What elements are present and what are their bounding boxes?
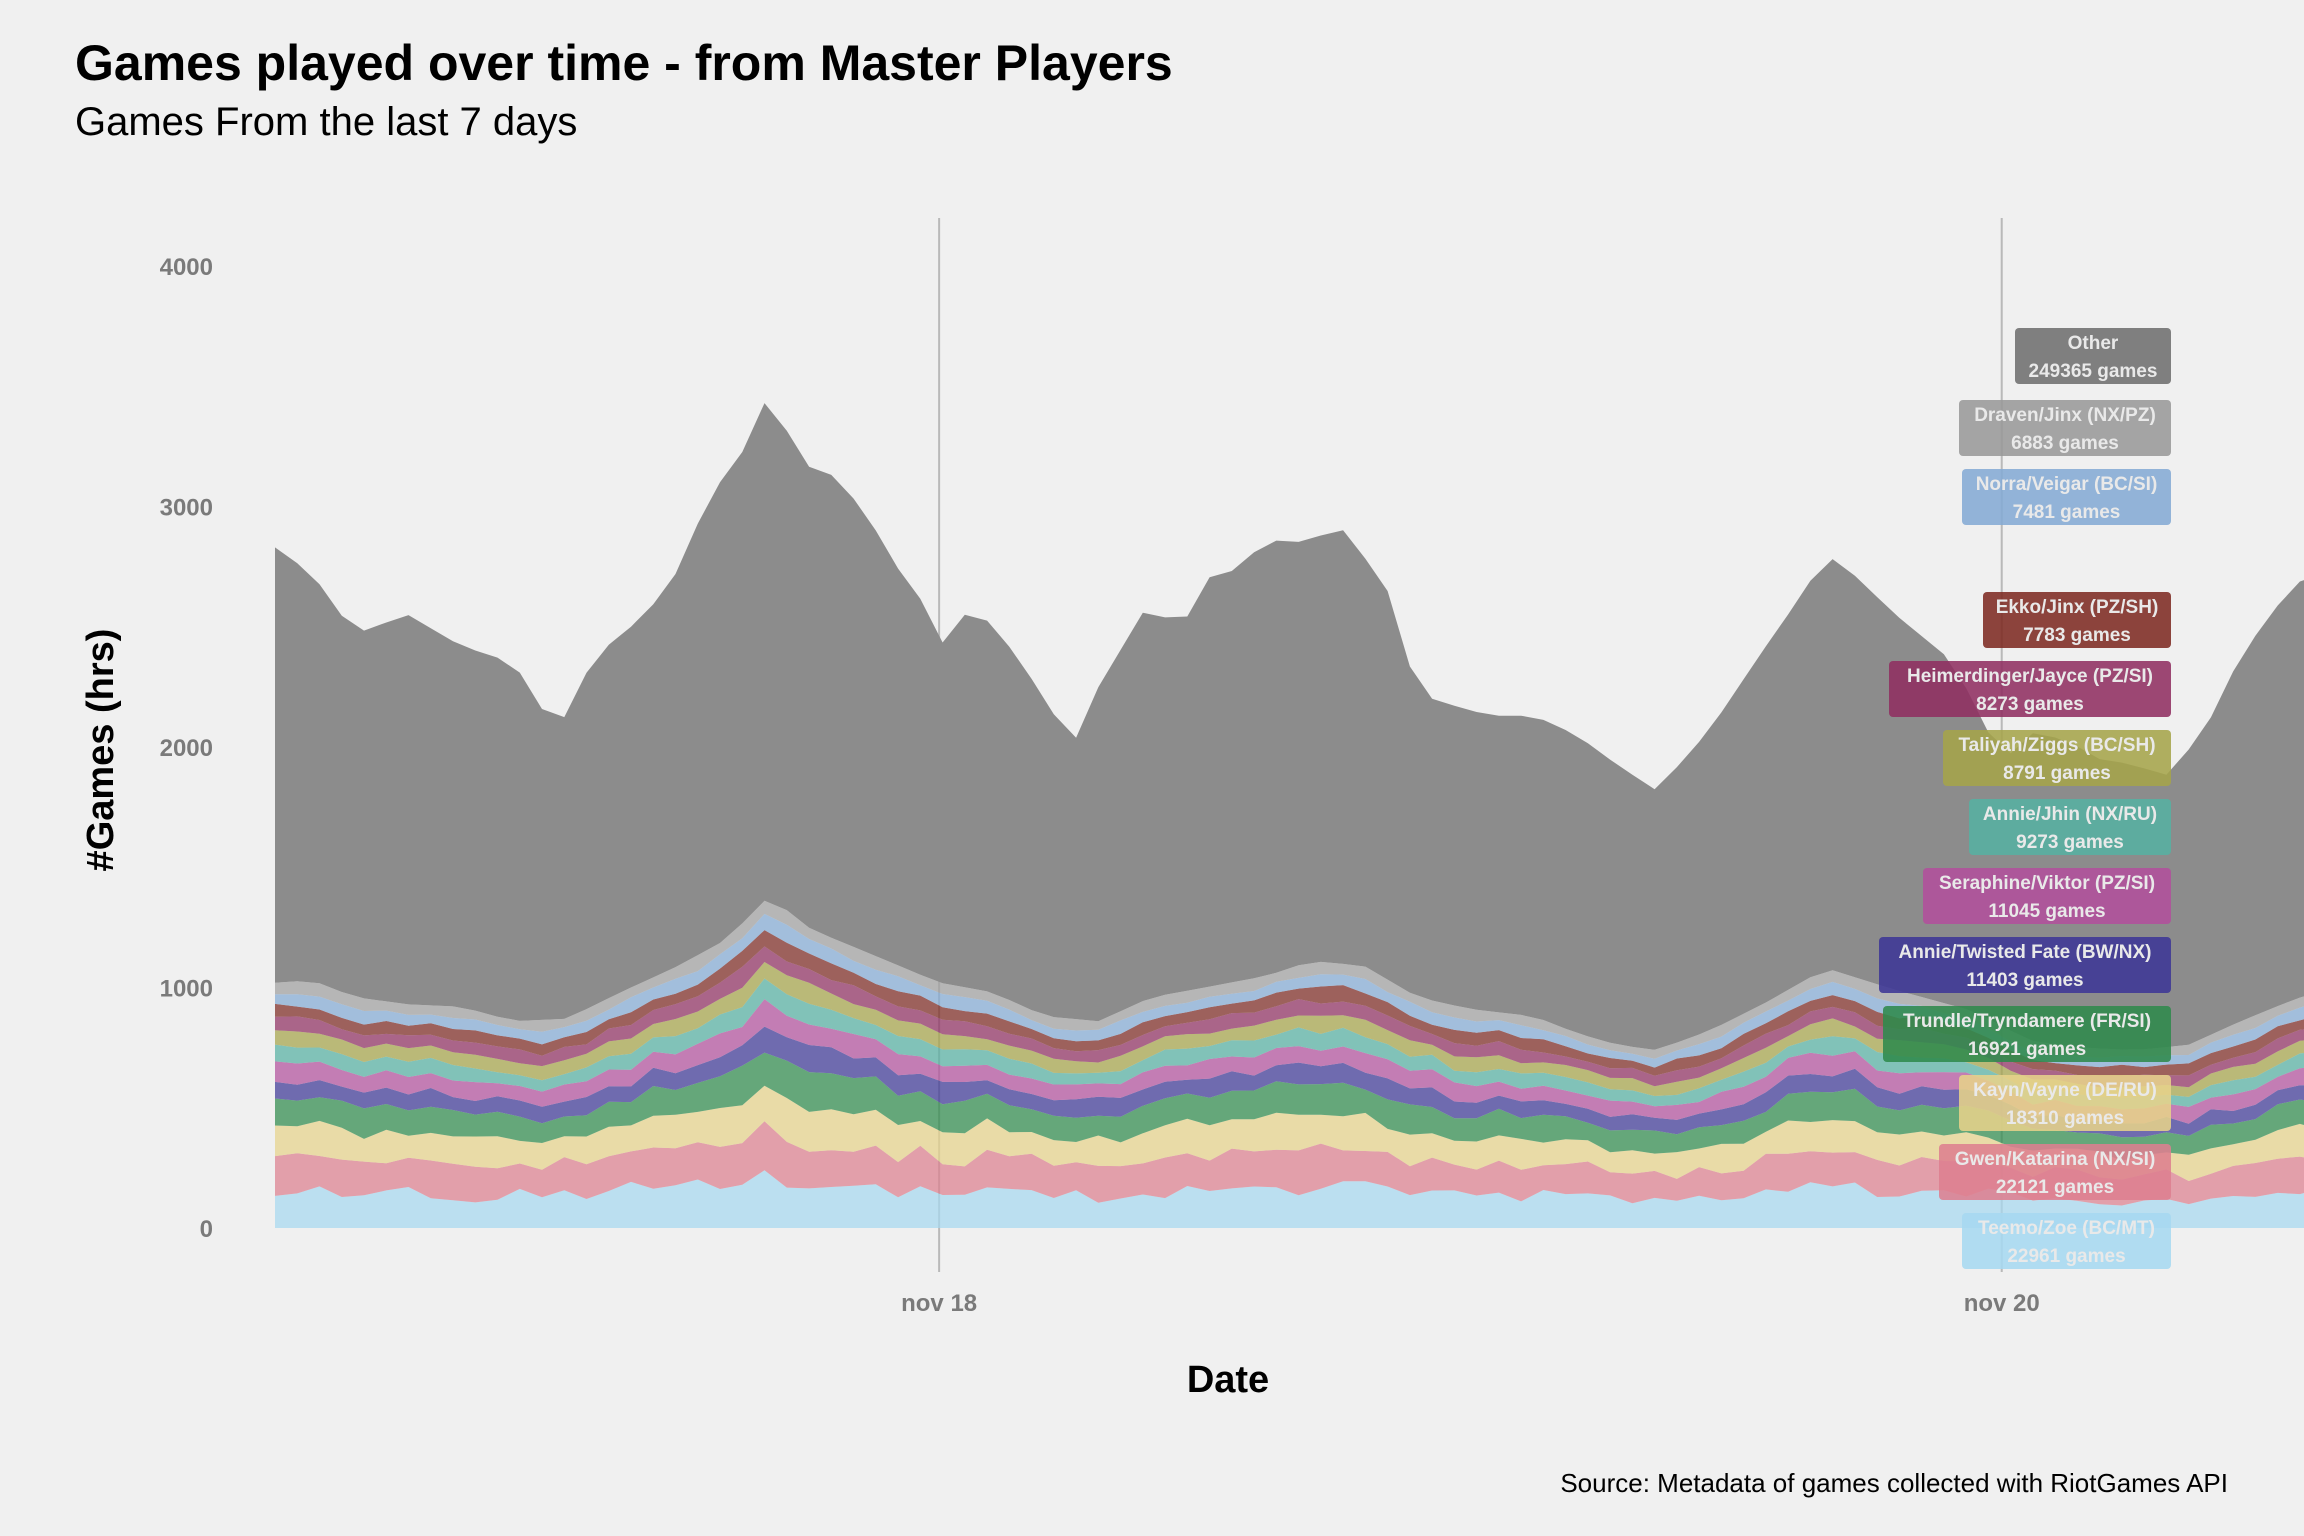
series-label-11: Gwen/Katarina (NX/SI) 22121 games bbox=[1939, 1144, 2171, 1200]
x-tick-label-0: nov 18 bbox=[901, 1290, 977, 1317]
series-label-box bbox=[1983, 592, 2171, 648]
series-label-count: 22961 games bbox=[2007, 1246, 2125, 1267]
series-label-box bbox=[1939, 1144, 2171, 1200]
area-other bbox=[275, 403, 2304, 1050]
series-label-name: Teemo/Zoe (BC/MT) bbox=[1978, 1218, 2155, 1239]
series-label-0: Other 249365 games bbox=[2015, 328, 2171, 384]
area-series bbox=[275, 403, 2304, 1228]
y-axis-title: #Games (hrs) bbox=[80, 629, 122, 872]
area-annie-twisted-fate-bw-nx bbox=[275, 1026, 2304, 1138]
y-tick-label-1: 1000 bbox=[160, 976, 213, 1003]
series-label-box bbox=[1879, 937, 2171, 993]
area-gwen-katarina-nx-si bbox=[275, 1121, 2304, 1206]
series-label-1: Draven/Jinx (NX/PZ) 6883 games bbox=[1959, 400, 2171, 456]
series-label-box bbox=[1969, 799, 2171, 855]
series-label-box bbox=[1883, 1006, 2171, 1062]
series-label-count: 249365 games bbox=[2029, 361, 2158, 382]
series-label-12: Teemo/Zoe (BC/MT) 22961 games bbox=[1962, 1213, 2171, 1269]
area-trundle-tryndamere-fr-si bbox=[275, 1052, 2304, 1161]
y-axis-ticks: 0 1000 2000 3000 4000 bbox=[160, 254, 213, 1243]
series-label-count: 11045 games bbox=[1988, 901, 2105, 922]
series-label-count: 8791 games bbox=[2003, 763, 2111, 784]
series-label-count: 9273 games bbox=[2016, 832, 2124, 853]
series-label-5: Taliyah/Ziggs (BC/SH) 8791 games bbox=[1943, 730, 2171, 786]
series-label-9: Trundle/Tryndamere (FR/SI) 16921 games bbox=[1883, 1006, 2171, 1062]
series-label-box bbox=[1962, 469, 2171, 525]
series-label-count: 7783 games bbox=[2023, 625, 2131, 646]
series-label-name: Annie/Jhin (NX/RU) bbox=[1983, 804, 2157, 825]
area-teemo-zoe-bc-mt bbox=[275, 1170, 2304, 1228]
series-label-2: Norra/Veigar (BC/SI) 7481 games bbox=[1962, 469, 2171, 525]
series-label-name: Gwen/Katarina (NX/SI) bbox=[1955, 1149, 2156, 1170]
series-label-name: Ekko/Jinx (PZ/SH) bbox=[1996, 597, 2159, 618]
series-label-count: 18310 games bbox=[2006, 1108, 2124, 1129]
series-label-name: Annie/Twisted Fate (BW/NX) bbox=[1899, 942, 2152, 963]
series-label-count: 16921 games bbox=[1968, 1039, 2086, 1060]
x-tick-label-1: nov 20 bbox=[1964, 1290, 2040, 1317]
series-label-name: Draven/Jinx (NX/PZ) bbox=[1974, 405, 2156, 426]
chart-caption: Source: Metadata of games collected with… bbox=[1560, 1468, 2228, 1498]
chart-subtitle: Games From the last 7 days bbox=[75, 100, 578, 144]
series-label-box bbox=[2015, 328, 2171, 384]
series-label-box bbox=[1959, 1075, 2171, 1131]
series-label-count: 6883 games bbox=[2011, 433, 2119, 454]
y-tick-label-2: 2000 bbox=[160, 735, 213, 762]
x-axis-title: Date bbox=[1187, 1359, 1269, 1401]
y-tick-label-4: 4000 bbox=[160, 254, 213, 281]
series-label-4: Heimerdinger/Jayce (PZ/SI) 8273 games bbox=[1889, 661, 2171, 717]
series-label-box bbox=[1962, 1213, 2171, 1269]
series-label-box bbox=[1889, 661, 2171, 717]
series-label-count: 22121 games bbox=[1996, 1177, 2114, 1198]
area-norra-veigar-bc-si bbox=[275, 913, 2304, 1068]
series-labels: Other 249365 games Draven/Jinx (NX/PZ) 6883… bbox=[1879, 328, 2171, 1269]
series-label-name: Other bbox=[2068, 333, 2119, 354]
series-label-8: Annie/Twisted Fate (BW/NX) 11403 games bbox=[1879, 937, 2171, 993]
series-label-name: Trundle/Tryndamere (FR/SI) bbox=[1903, 1011, 2151, 1032]
series-label-7: Seraphine/Viktor (PZ/SI) 11045 games bbox=[1923, 868, 2171, 924]
series-label-box bbox=[1923, 868, 2171, 924]
area-seraphine-viktor-pz-si bbox=[275, 999, 2304, 1124]
area-annie-jhin-nx-ru bbox=[275, 978, 2304, 1110]
series-label-box bbox=[1959, 400, 2171, 456]
area-kayn-vayne-de-ru bbox=[275, 1085, 2304, 1181]
series-label-3: Ekko/Jinx (PZ/SH) 7783 games bbox=[1983, 592, 2171, 648]
y-tick-label-3: 3000 bbox=[160, 495, 213, 522]
series-label-count: 8273 games bbox=[1976, 694, 2084, 715]
series-label-count: 7481 games bbox=[2013, 502, 2121, 523]
series-label-6: Annie/Jhin (NX/RU) 9273 games bbox=[1969, 799, 2171, 855]
series-label-name: Taliyah/Ziggs (BC/SH) bbox=[1958, 735, 2155, 756]
area-taliyah-ziggs-bc-sh bbox=[275, 962, 2304, 1098]
series-label-10: Kayn/Vayne (DE/RU) 18310 games bbox=[1959, 1075, 2171, 1131]
chart-title: Games played over time - from Master Pla… bbox=[75, 35, 1173, 91]
series-label-name: Seraphine/Viktor (PZ/SI) bbox=[1939, 873, 2155, 894]
area-heimerdinger-jayce-pz-si bbox=[275, 946, 2304, 1088]
series-label-count: 11403 games bbox=[1966, 970, 2083, 991]
series-label-name: Norra/Veigar (BC/SI) bbox=[1976, 474, 2158, 495]
y-tick-label-0: 0 bbox=[200, 1216, 213, 1243]
series-label-name: Kayn/Vayne (DE/RU) bbox=[1973, 1080, 2157, 1101]
series-label-box bbox=[1943, 730, 2171, 786]
series-label-name: Heimerdinger/Jayce (PZ/SI) bbox=[1907, 666, 2153, 687]
